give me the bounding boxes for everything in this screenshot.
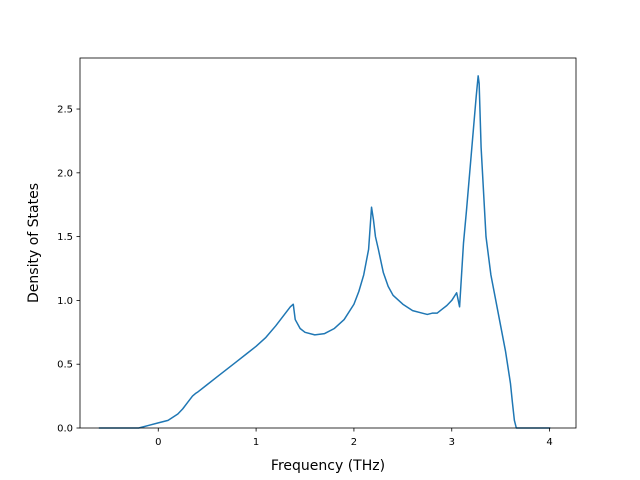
y-tick-label: 0.5 — [57, 360, 73, 371]
x-tick-label: 4 — [546, 437, 552, 448]
x-tick-label: 2 — [351, 437, 357, 448]
series-line-dos — [98, 75, 551, 429]
x-tick-label: 3 — [449, 437, 455, 448]
axes-frame — [79, 57, 577, 429]
x-axis-label: Frequency (THz) — [271, 458, 385, 474]
y-tick-label: 0.0 — [57, 424, 73, 435]
plot-area — [98, 75, 551, 429]
y-tick-label: 1.0 — [57, 296, 73, 307]
x-axis-ticks: 0 1 2 3 4 — [155, 428, 553, 448]
y-tick-label: 1.5 — [57, 232, 73, 243]
y-tick-label: 2.0 — [57, 168, 73, 179]
y-tick-label: 2.5 — [57, 105, 73, 116]
x-tick-label: 0 — [155, 437, 161, 448]
x-tick-label: 1 — [253, 437, 259, 448]
y-axis-label: Density of States — [26, 183, 42, 303]
y-axis-ticks: 0.0 0.5 1.0 1.5 2.0 2.5 — [57, 105, 80, 435]
